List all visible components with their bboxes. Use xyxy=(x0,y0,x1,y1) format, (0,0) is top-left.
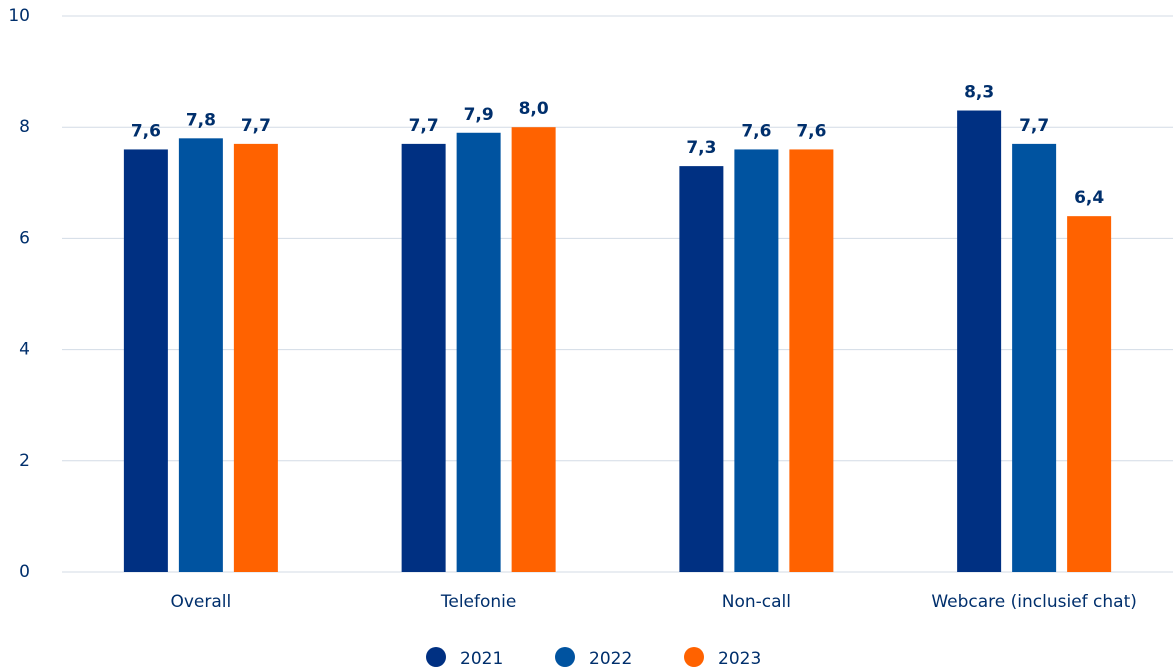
y-tick-label: 0 xyxy=(19,562,30,582)
data-label: 7,7 xyxy=(241,116,271,136)
x-tick-label: Webcare (inclusief chat) xyxy=(931,592,1137,612)
bar xyxy=(511,127,556,572)
x-tick-label: Overall xyxy=(170,592,231,612)
legend-label: 2022 xyxy=(589,649,632,669)
data-label: 8,3 xyxy=(964,83,994,103)
x-tick-label: Telefonie xyxy=(440,592,516,612)
x-tick-label: Non-call xyxy=(722,592,791,612)
bar xyxy=(401,143,446,572)
bar xyxy=(734,149,779,572)
bar xyxy=(957,110,1002,573)
bar xyxy=(1067,216,1112,572)
y-tick-label: 2 xyxy=(19,451,30,471)
legend-swatch xyxy=(684,647,704,667)
legend-swatch xyxy=(555,647,575,667)
data-label: 6,4 xyxy=(1074,188,1104,208)
bar xyxy=(679,166,724,572)
bar xyxy=(178,138,223,572)
data-label: 7,7 xyxy=(1019,116,1049,136)
data-label: 7,3 xyxy=(686,138,716,158)
data-label: 8,0 xyxy=(519,99,549,119)
y-tick-label: 8 xyxy=(19,117,30,137)
y-tick-label: 6 xyxy=(19,228,30,248)
data-label: 7,8 xyxy=(186,110,216,130)
legend-label: 2021 xyxy=(460,649,503,669)
data-label: 7,6 xyxy=(741,121,771,141)
bar xyxy=(1012,143,1057,572)
y-tick-label: 10 xyxy=(8,6,30,26)
y-tick-label: 4 xyxy=(19,340,30,360)
data-label: 7,7 xyxy=(409,116,439,136)
bar xyxy=(456,132,501,572)
data-label: 7,9 xyxy=(464,105,494,125)
legend-swatch xyxy=(426,647,446,667)
bar xyxy=(123,149,168,572)
data-label: 7,6 xyxy=(131,121,161,141)
legend-label: 2023 xyxy=(718,649,761,669)
bar xyxy=(789,149,834,572)
bar xyxy=(233,143,278,572)
data-label: 7,6 xyxy=(796,121,826,141)
